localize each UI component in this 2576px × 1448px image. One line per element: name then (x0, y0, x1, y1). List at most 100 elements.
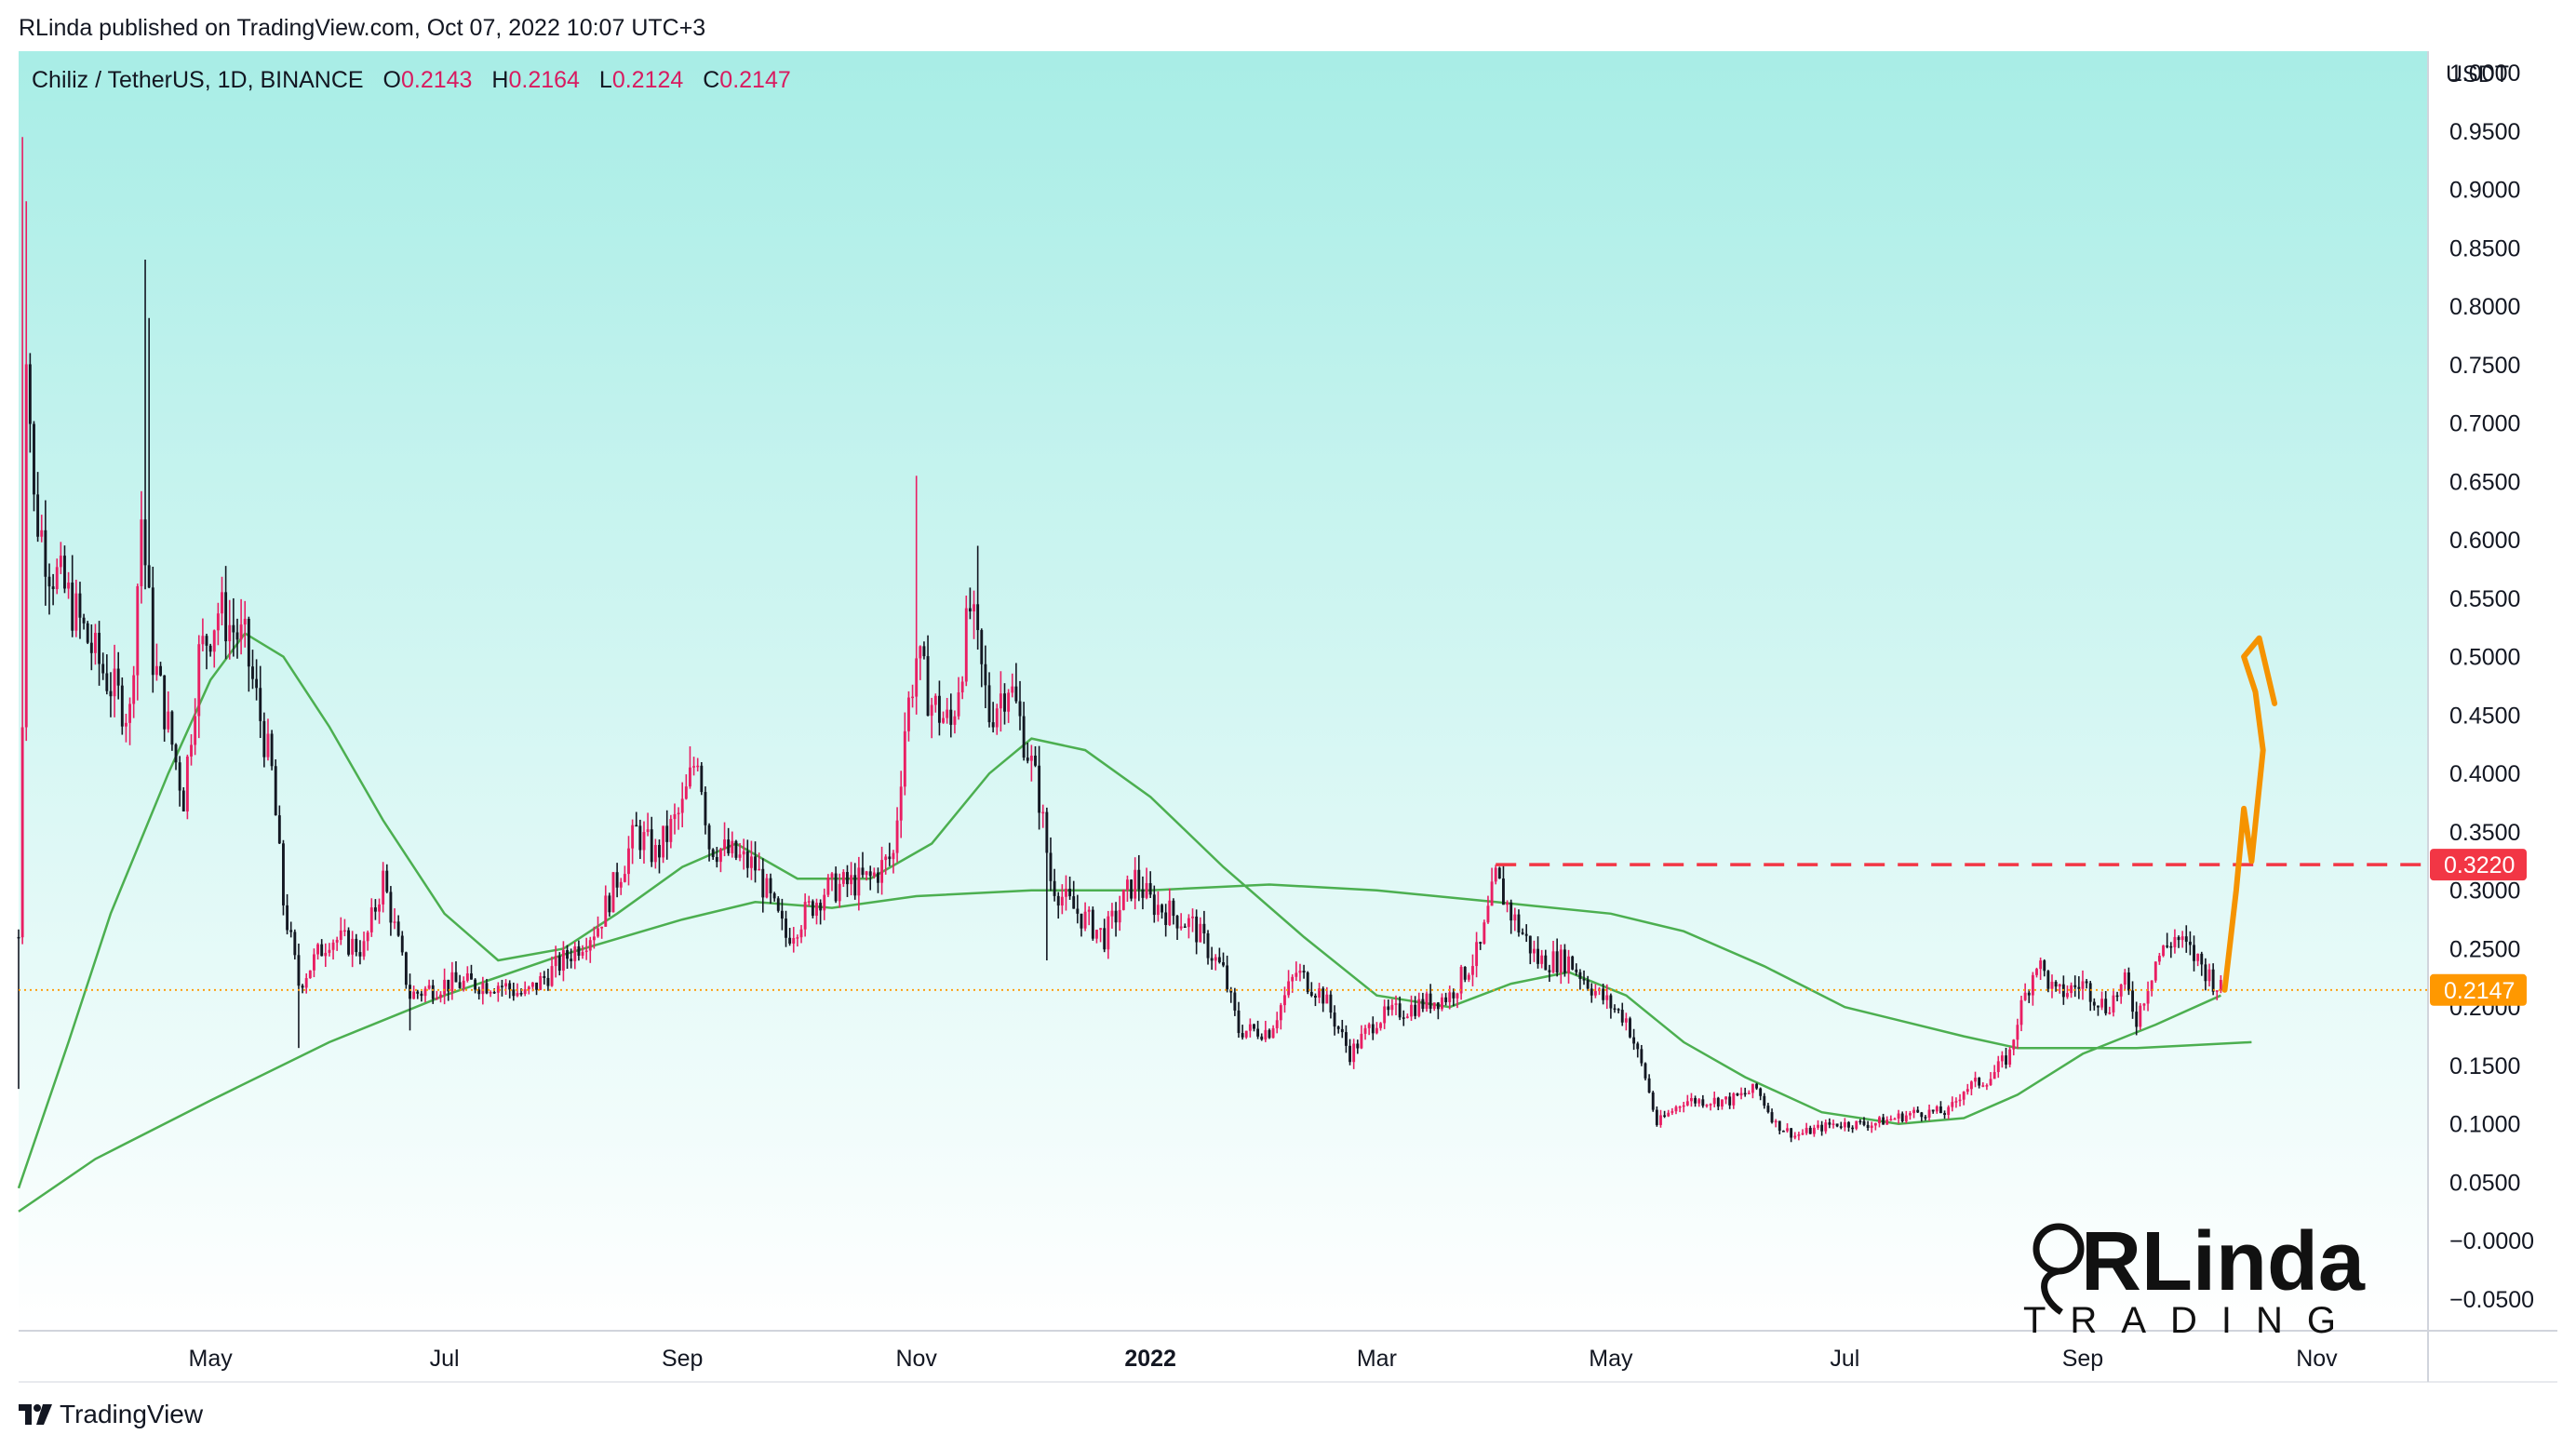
resistance-price-badge (2430, 849, 2527, 881)
x-tick-label: Nov (895, 1346, 937, 1372)
candle-body (289, 930, 293, 932)
candle-body (1801, 1133, 1805, 1135)
candle-body (124, 722, 127, 727)
forecast-arrow (2221, 635, 2278, 993)
candle-body (1302, 971, 1306, 973)
open-value: 0.2143 (401, 67, 473, 93)
candle-body (1148, 883, 1152, 895)
y-tick-label: 0.4500 (2449, 703, 2520, 729)
candle-body (1241, 1033, 1244, 1038)
candle-body (1222, 962, 1225, 966)
candle-body (1441, 997, 1443, 1010)
candle-body (819, 903, 823, 911)
candle-body (1862, 1120, 1866, 1125)
candle-body (59, 556, 62, 568)
candle-body (335, 939, 339, 943)
candle-body (826, 877, 830, 895)
candle-body (1049, 852, 1053, 881)
candle-body (1056, 895, 1060, 906)
high-label: H (491, 67, 509, 93)
candle-body (949, 709, 953, 725)
y-tick-label: 0.8500 (2449, 235, 2520, 261)
candle-body (1640, 1049, 1644, 1064)
candle-body (623, 874, 626, 882)
candle-body (178, 762, 181, 791)
candle-body (1974, 1078, 1977, 1082)
candle-body (116, 668, 120, 686)
candle-body (450, 972, 454, 992)
candle-body (581, 951, 584, 956)
y-tick-label: 0.4000 (2449, 761, 2520, 787)
candle-body (903, 731, 906, 787)
candle-body (1072, 896, 1076, 909)
time-axis[interactable]: May Jul Sep Nov 2022 Mar May Jul Sep Nov (189, 1346, 2339, 1372)
x-tick-label: Jul (1830, 1346, 1859, 1372)
candle-body (1624, 1018, 1628, 1023)
candle-body (1743, 1093, 1747, 1095)
candle-body (715, 856, 718, 863)
candle-body (700, 765, 704, 793)
candle-body (1134, 869, 1137, 899)
candle-body (17, 936, 20, 939)
candle-body (1121, 890, 1125, 910)
candle-body (1210, 958, 1214, 961)
candle-body (619, 881, 623, 888)
candle-body (1099, 928, 1103, 931)
candle-body (501, 985, 503, 987)
candle-body (776, 898, 780, 911)
candle-body (1494, 867, 1497, 882)
candle-body (673, 813, 677, 820)
candle-body (1521, 932, 1524, 934)
candle-body (838, 883, 841, 902)
candle-body (1655, 1109, 1658, 1125)
candle-body (1962, 1092, 1966, 1100)
candle-body (554, 956, 557, 967)
candle-body (1003, 693, 1006, 712)
candle-body (1563, 949, 1566, 973)
candle-body (1417, 999, 1421, 1016)
candle-body (627, 848, 630, 875)
candle-body (1279, 1005, 1282, 1021)
candle-body (2092, 1001, 2096, 1006)
candle-body (485, 983, 489, 994)
symbol-name[interactable]: Chiliz / TetherUS, 1D, BINANCE (32, 67, 364, 93)
candle-body (535, 982, 538, 990)
candle-body (669, 819, 673, 842)
candle-body (1402, 1017, 1405, 1019)
candle-body (937, 695, 941, 723)
candle-body (665, 825, 669, 842)
candle-body (355, 938, 358, 953)
tradingview-brand[interactable]: TradingView (19, 1400, 203, 1429)
candle-body (1812, 1127, 1816, 1134)
candle-body (270, 733, 274, 767)
open-label: O (382, 67, 401, 93)
candle-body (1682, 1105, 1685, 1107)
candle-body (742, 851, 745, 855)
candle-body (2153, 961, 2157, 981)
candle-body (1712, 1097, 1716, 1105)
candle-body (55, 567, 59, 590)
candle-body (815, 903, 818, 917)
candle-body (2100, 999, 2104, 1008)
candle-body (2012, 1039, 2016, 1050)
candle-body (120, 685, 124, 727)
candle-body (780, 910, 784, 919)
candle-body (2027, 992, 2031, 996)
candle-body (1118, 909, 1121, 923)
candle-body (20, 727, 24, 938)
candle-body (1448, 992, 1452, 1002)
candle-body (946, 709, 949, 718)
candle-body (987, 685, 991, 723)
candle-body (1041, 811, 1045, 814)
candle-body (2081, 981, 2085, 989)
candle-body (2211, 969, 2215, 992)
candle-body (1344, 1032, 1348, 1046)
symbol-legend[interactable]: Chiliz / TetherUS, 1D, BINANCE O0.2143 H… (32, 67, 791, 94)
candle-body (696, 765, 700, 768)
candle-body (765, 878, 769, 898)
candle-body (328, 949, 331, 953)
candle-body (1966, 1089, 1969, 1093)
price-axis[interactable]: 1.0000 0.9500 0.9000 0.8500 0.8000 0.7500 0.70… (2449, 60, 2534, 1313)
candle-body (1958, 1099, 1962, 1102)
